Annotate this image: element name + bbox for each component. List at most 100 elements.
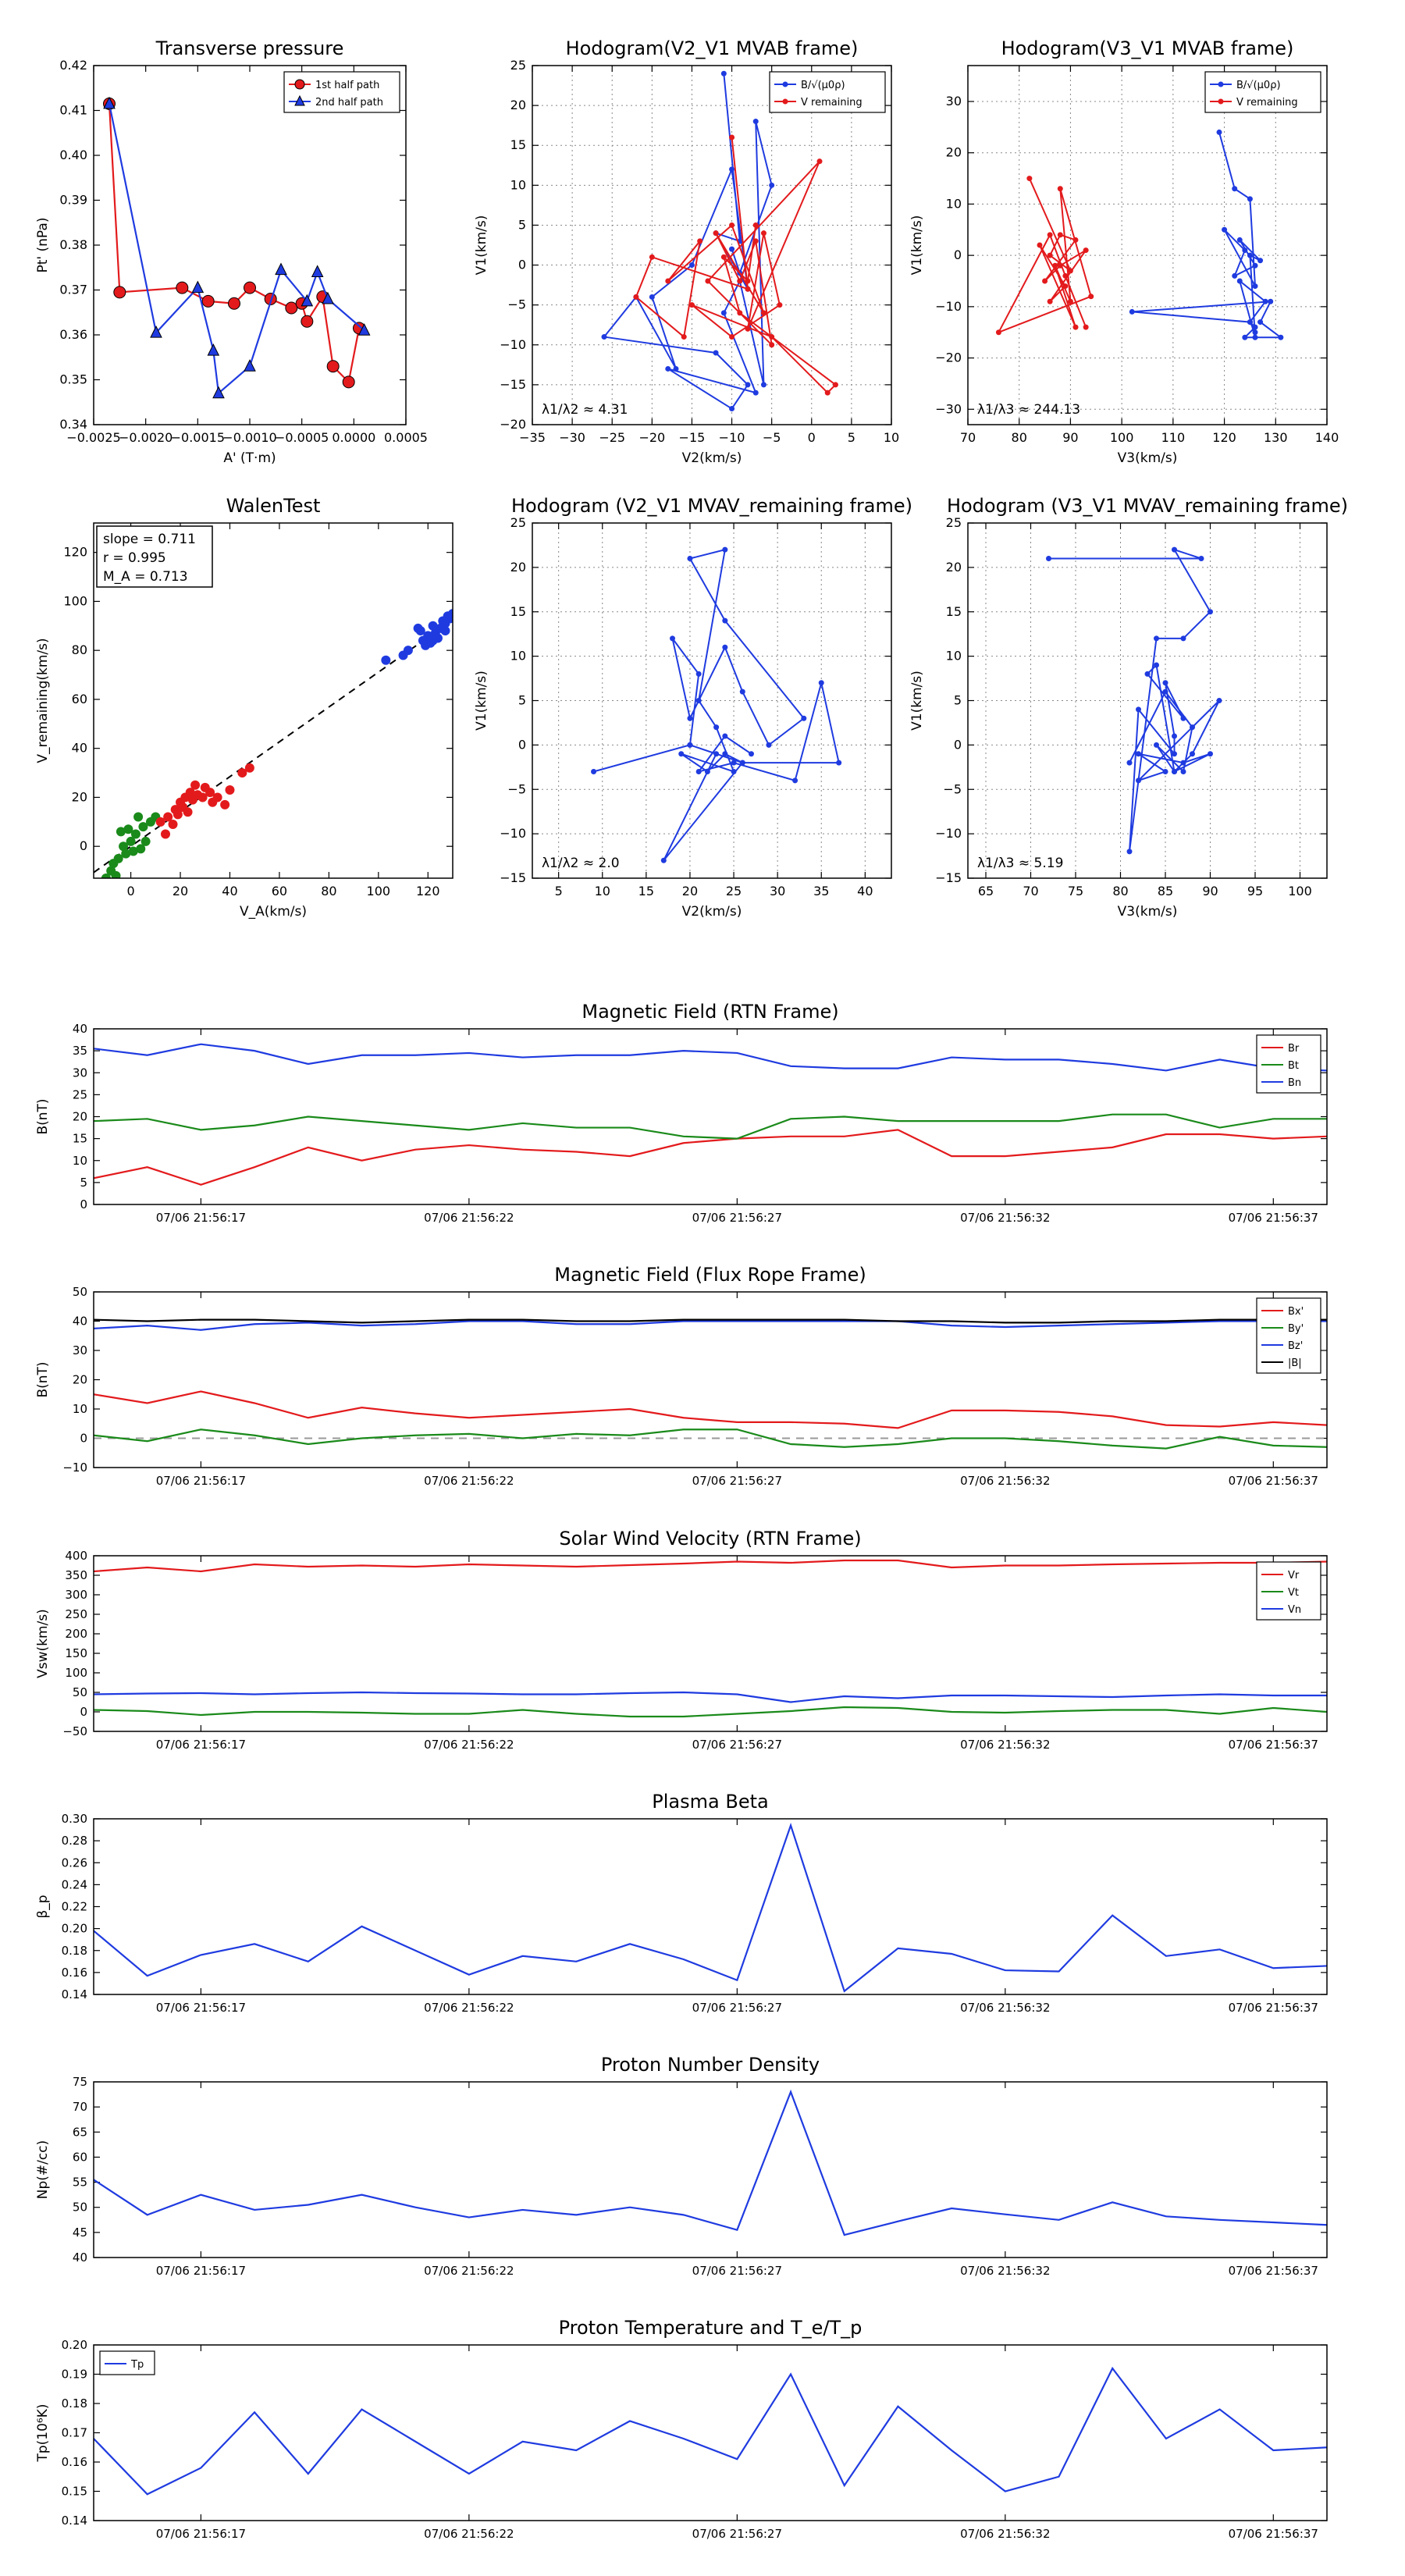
series-line xyxy=(94,1691,1327,1703)
legend: B/√(μ0ρ) V remaining xyxy=(1204,71,1321,113)
x-tick-label: 110 xyxy=(1161,430,1186,445)
data-point xyxy=(752,119,759,125)
y-tick-label: −10 xyxy=(935,826,962,841)
series-bx- xyxy=(94,1390,1327,1429)
y-tick-label: −5 xyxy=(507,781,526,796)
data-point xyxy=(995,329,1001,336)
y-tick-label: 0.18 xyxy=(62,1944,87,1958)
plot-frame xyxy=(532,65,892,425)
y-tick-label: 15 xyxy=(510,137,526,152)
data-point xyxy=(665,278,671,284)
x-tick-label: −35 xyxy=(519,430,546,445)
y-tick-label: 0.14 xyxy=(62,1987,87,2001)
data-point xyxy=(729,334,735,340)
x-tick-label: 07/06 21:56:17 xyxy=(156,2001,246,2015)
chart-hodogram-v2-v1-mvab: Hodogram(V2_V1 MVAB frame) −35 −30 −25 −20 −1… xyxy=(474,37,899,466)
data-point xyxy=(413,623,423,633)
y-axis-label: V_remaining(km/s) xyxy=(35,638,51,763)
data-point xyxy=(1172,751,1177,757)
y-tick-label: 25 xyxy=(510,515,526,530)
data-point xyxy=(729,246,735,252)
y-tick-label: −20 xyxy=(500,417,526,432)
chart-walen-test: WalenTest 0 20 40 60 80 100 120 0 20 40 60 80 100 120 V… xyxy=(35,495,454,920)
y-tick-label: 65 xyxy=(73,2125,87,2139)
data-point xyxy=(1062,272,1069,279)
plot-area xyxy=(103,96,371,399)
y-tick-label: 40 xyxy=(72,741,87,756)
data-point xyxy=(228,297,240,310)
chart-title: Hodogram (V3_V1 MVAV_remaining frame) xyxy=(947,495,1348,517)
series-line xyxy=(593,548,840,861)
data-point xyxy=(687,556,693,561)
x-tick-label: 40 xyxy=(857,884,873,898)
y-tick-label: 30 xyxy=(73,1343,87,1357)
y-tick-label: 0 xyxy=(954,737,962,752)
plot-frame xyxy=(93,2344,1328,2521)
plot-area xyxy=(1046,546,1222,855)
data-point xyxy=(824,390,831,396)
y-tick-label: −50 xyxy=(62,1724,87,1738)
y-tick-label: 100 xyxy=(63,593,87,608)
y-tick-label: 0.20 xyxy=(62,1922,87,1936)
data-point xyxy=(1180,760,1186,766)
chart-plasma-beta: Plasma Beta 07/06 21:56:17 07/06 21:56:22 0… xyxy=(35,1791,1328,2015)
data-point xyxy=(301,294,314,307)
x-tick-label: 0.0000 xyxy=(332,430,375,445)
y-tick-label: 20 xyxy=(72,789,87,804)
y-tick-label: 0.26 xyxy=(62,1856,87,1870)
data-point xyxy=(745,326,751,332)
data-point xyxy=(1144,671,1151,677)
data-point xyxy=(722,617,728,624)
data-point xyxy=(381,655,391,665)
plot-area xyxy=(94,1822,1327,1993)
data-point xyxy=(1268,298,1274,304)
x-tick-label: 07/06 21:56:37 xyxy=(1229,1474,1318,1488)
chart-title: Proton Number Density xyxy=(601,2054,820,2076)
x-tick-label: −0.0025 xyxy=(66,430,120,445)
y-tick-label: 20 xyxy=(946,145,962,160)
data-point xyxy=(752,222,759,228)
y-tick-label: 20 xyxy=(510,98,526,112)
series-line xyxy=(94,1559,1327,1573)
y-axis-label: Tp(10⁶K) xyxy=(35,2403,51,2462)
x-axis-label: V3(km/s) xyxy=(1118,904,1178,920)
data-point xyxy=(191,280,205,294)
x-axis-label: V3(km/s) xyxy=(1118,450,1178,466)
y-tick-label: 0.42 xyxy=(59,58,87,73)
series-red xyxy=(155,763,254,839)
legend-label: By' xyxy=(1288,1323,1304,1335)
data-point xyxy=(1062,283,1069,290)
chart-mag-fluxrope: Magnetic Field (Flux Rope Frame) 07/06 21… xyxy=(35,1264,1328,1488)
y-tick-label: 50 xyxy=(73,2201,87,2215)
x-tick-label: 70 xyxy=(1023,884,1038,898)
x-tick-label: 0.0005 xyxy=(384,430,428,445)
data-point xyxy=(836,760,842,766)
x-tick-label: 20 xyxy=(173,884,188,898)
y-tick-label: 20 xyxy=(946,560,962,575)
data-point xyxy=(1047,252,1053,258)
y-tick-label: −5 xyxy=(943,781,962,796)
data-point xyxy=(737,278,743,284)
series-by- xyxy=(94,1429,1327,1450)
data-point xyxy=(1190,724,1195,731)
data-point xyxy=(1037,242,1043,248)
x-axis-label: A' (T·m) xyxy=(223,450,276,466)
y-tick-label: 0.16 xyxy=(62,1966,87,1980)
y-tick-label: 0.22 xyxy=(62,1900,87,1914)
x-tick-label: 07/06 21:56:37 xyxy=(1229,1738,1318,1752)
data-point xyxy=(1172,546,1177,553)
data-point xyxy=(1057,262,1063,269)
legend-frame xyxy=(769,71,886,113)
x-tick-label: 07/06 21:56:27 xyxy=(692,1211,782,1225)
legend-label: 1st half path xyxy=(315,80,379,91)
y-axis-label: B(nT) xyxy=(35,1361,51,1397)
data-point xyxy=(687,715,693,721)
data-point xyxy=(285,301,298,315)
legend-label: V remaining xyxy=(801,97,863,109)
data-point xyxy=(687,742,693,748)
y-tick-label: 0.16 xyxy=(62,2455,87,2469)
plot-area xyxy=(591,546,842,863)
series-line xyxy=(94,1390,1327,1429)
plot-frame xyxy=(93,1028,1328,1205)
